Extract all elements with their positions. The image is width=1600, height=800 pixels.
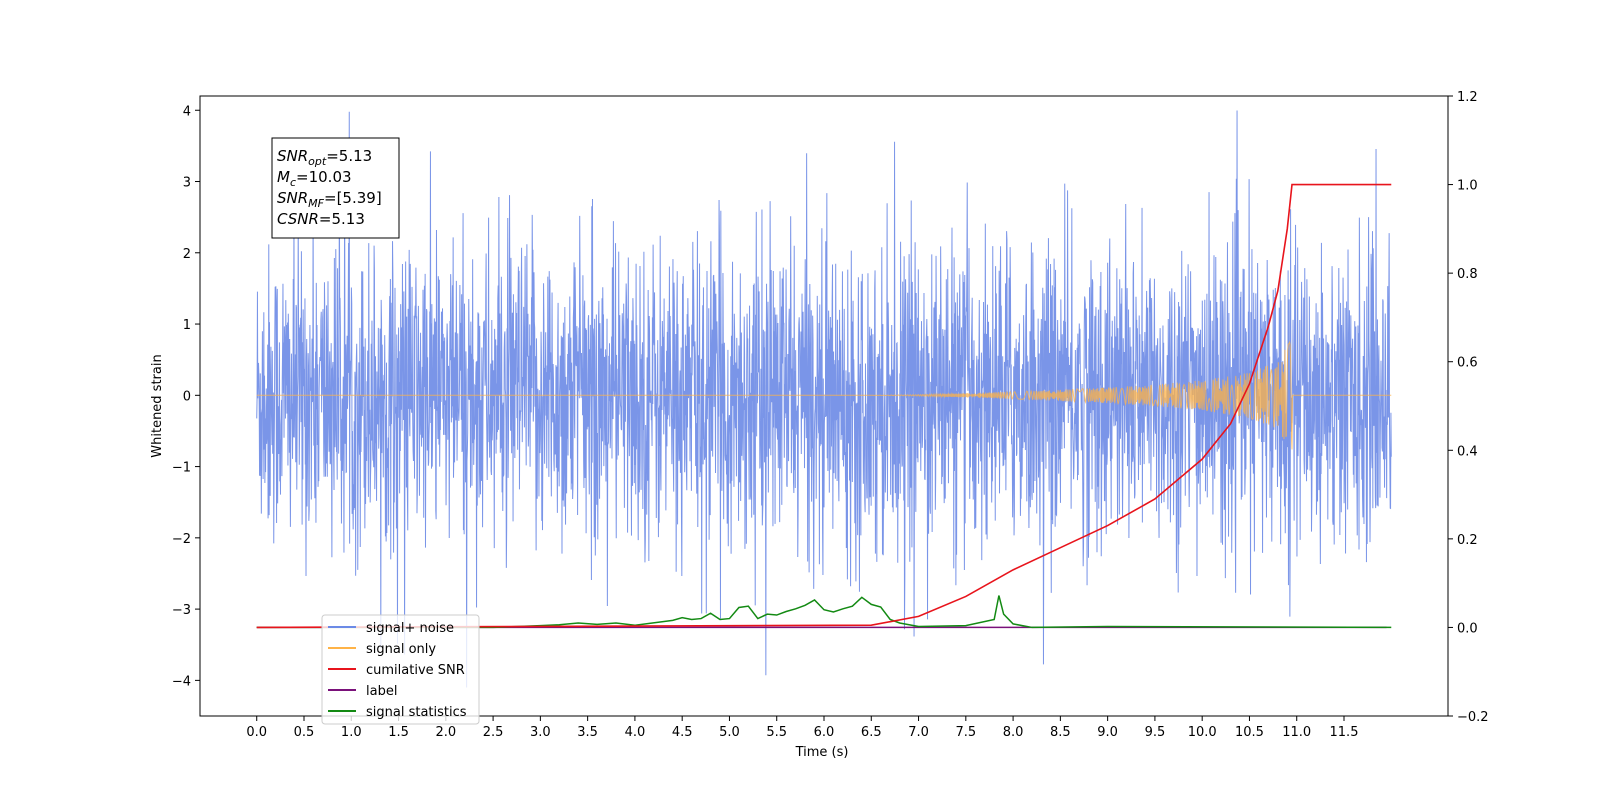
x-tick-label: 4.0	[625, 725, 646, 740]
x-tick-label: 11.5	[1330, 725, 1359, 740]
series-signal-statistics	[256, 595, 1392, 629]
y-axis-right: 1.2 1.0 0.8 0.6 0.4 0.2 0.0 −0.2	[1448, 90, 1489, 725]
series-signal-noise	[256, 110, 1392, 688]
x-tick-label: 9.0	[1097, 725, 1118, 740]
info-line: SNRMF=[5.39]	[277, 189, 382, 210]
info-subscript: c	[290, 176, 296, 189]
y-tick-label: 0	[183, 389, 191, 404]
y2-tick-label: 0.0	[1457, 621, 1478, 636]
x-tick-label: 3.5	[577, 725, 598, 740]
x-tick-label: 0.5	[294, 725, 315, 740]
x-tick-label: 6.5	[861, 725, 882, 740]
info-symbol: SNR	[277, 189, 308, 207]
y-tick-label: −2	[172, 532, 191, 547]
y-tick-label: 4	[183, 104, 191, 119]
info-subscript: MF	[308, 197, 324, 210]
info-value: =5.13	[319, 210, 365, 228]
info-box-frame	[271, 137, 400, 239]
legend-entry: label	[366, 684, 397, 699]
x-axis-label: Time (s)	[795, 745, 849, 760]
y-tick-label: 2	[183, 247, 191, 262]
x-tick-label: 1.5	[388, 725, 409, 740]
y2-tick-label: 0.4	[1457, 444, 1478, 459]
x-tick-label: 2.0	[435, 725, 456, 740]
x-tick-label: 1.0	[341, 725, 362, 740]
y2-tick-label: 1.0	[1457, 179, 1478, 194]
x-tick-label: 11.0	[1282, 725, 1311, 740]
info-symbol: CSNR	[277, 210, 319, 228]
info-line: CSNR=5.13	[277, 210, 365, 228]
legend-entry: signal only	[366, 642, 436, 657]
info-line: SNRopt=5.13	[277, 147, 372, 168]
y-tick-label: −1	[172, 461, 191, 476]
y-tick-label: 3	[183, 176, 191, 191]
series-cumulative-snr	[256, 183, 1392, 629]
info-line: Mc=10.03	[277, 168, 352, 189]
x-tick-label: 8.0	[1003, 725, 1024, 740]
y-tick-label: −3	[172, 603, 191, 618]
y2-tick-label: 0.2	[1457, 533, 1478, 548]
x-tick-label: 5.5	[766, 725, 787, 740]
series-signal-only	[256, 340, 1392, 450]
y2-tick-label: 1.2	[1457, 90, 1478, 105]
x-tick-label: 2.5	[483, 725, 504, 740]
x-tick-label: 5.0	[719, 725, 740, 740]
legend-frame	[321, 614, 480, 725]
legend-entry: signal statistics	[366, 705, 467, 720]
legend: signal+ noise signal only cumilative SNR la…	[321, 614, 480, 725]
x-axis: 0.0 0.5 1.0 1.5 2.0 2.5 3.0 3.5 4.0 4.5 5.0 5.5 6.0 6…	[246, 716, 1358, 740]
y-tick-label: −4	[172, 674, 191, 689]
y2-tick-label: −0.2	[1457, 710, 1489, 725]
x-tick-label: 4.5	[672, 725, 693, 740]
x-tick-label: 10.5	[1235, 725, 1264, 740]
info-symbol: SNR	[277, 147, 308, 165]
x-tick-label: 9.5	[1145, 725, 1166, 740]
y-axis-label: Whitened strain	[150, 354, 165, 457]
info-subscript: opt	[308, 155, 327, 168]
x-tick-label: 8.5	[1050, 725, 1071, 740]
y2-tick-label: 0.8	[1457, 267, 1478, 282]
x-tick-label: 0.0	[246, 725, 267, 740]
x-tick-label: 7.0	[908, 725, 929, 740]
info-value: =[5.39]	[324, 189, 382, 207]
x-tick-label: 10.0	[1188, 725, 1217, 740]
x-tick-label: 3.0	[530, 725, 551, 740]
info-value: =10.03	[296, 168, 352, 186]
y2-tick-label: 0.6	[1457, 356, 1478, 371]
legend-entry: signal+ noise	[366, 621, 454, 636]
info-symbol: M	[277, 168, 290, 186]
y-tick-label: 1	[183, 318, 191, 333]
y-axis-left: 4 3 2 1 0 −1 −2 −3 −4	[172, 104, 200, 689]
x-tick-label: 6.0	[814, 725, 835, 740]
x-tick-label: 7.5	[955, 725, 976, 740]
info-value: =5.13	[326, 147, 372, 165]
legend-entry: cumilative SNR	[366, 663, 465, 678]
